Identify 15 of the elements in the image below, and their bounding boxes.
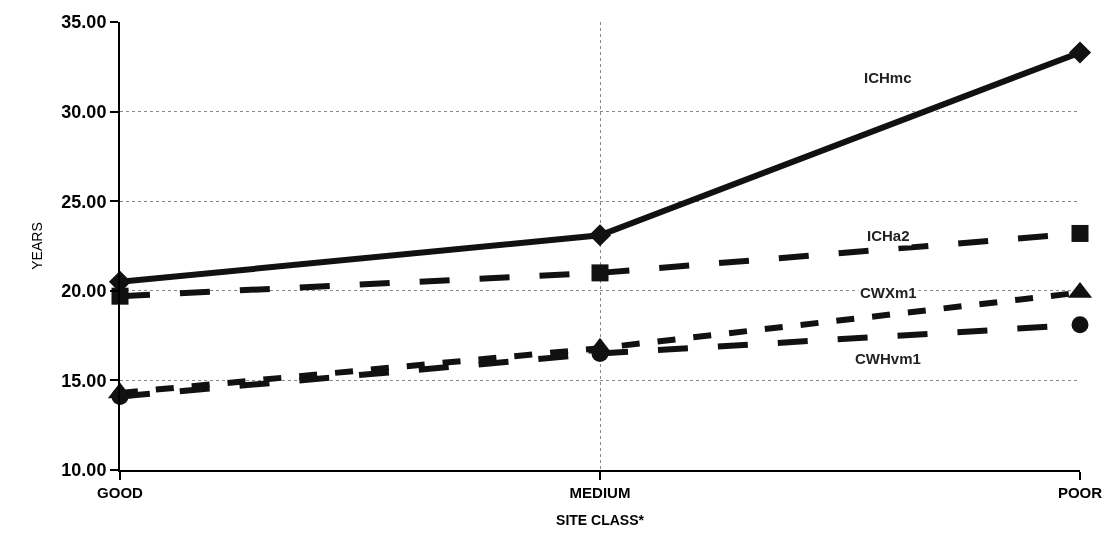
y-tick-label: 35.00 xyxy=(61,12,107,33)
y-tick-label: 10.00 xyxy=(61,460,107,481)
y-tick-label: 20.00 xyxy=(61,281,107,302)
y-tick-label: 25.00 xyxy=(61,191,107,212)
series-label: ICHa2 xyxy=(867,227,910,244)
y-axis-title: YEARS xyxy=(29,222,46,270)
x-axis-title: SITE CLASS* xyxy=(556,511,645,528)
series-label: ICHmc xyxy=(864,69,912,86)
x-tick-label: MEDIUM xyxy=(569,484,631,501)
series-label: CWXm1 xyxy=(860,284,917,301)
x-tick-label: GOOD xyxy=(97,484,144,501)
x-tick-label: POOR xyxy=(1057,484,1103,501)
y-tick-label: 15.00 xyxy=(61,370,107,391)
y-tick-label: 30.00 xyxy=(61,101,107,122)
series-label: CWHvm1 xyxy=(855,350,921,367)
